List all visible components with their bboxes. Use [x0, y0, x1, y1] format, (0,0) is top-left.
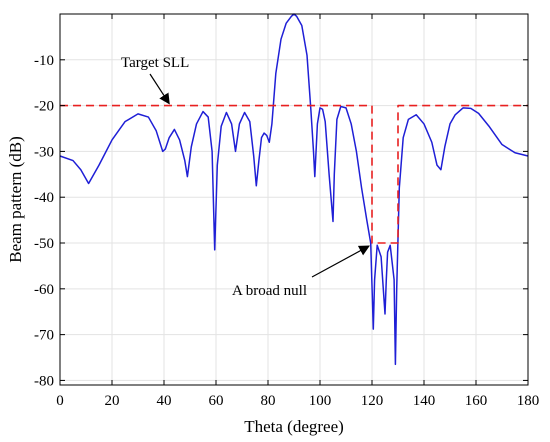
target-sll-label: Target SLL — [121, 55, 189, 71]
x-tick-label: 180 — [517, 393, 540, 409]
x-tick-label: 60 — [209, 393, 224, 409]
target-sll-arrow — [149, 73, 170, 105]
target-sll-line — [60, 104, 528, 244]
y-tick-label: -20 — [34, 99, 54, 115]
x-tick-label: 0 — [56, 393, 64, 409]
x-tick-label: 120 — [361, 393, 384, 409]
y-tick-label: -80 — [34, 373, 54, 389]
y-tick-label: -50 — [34, 236, 54, 252]
x-axis-label: Theta (degree) — [244, 417, 344, 436]
series-layer — [59, 13, 529, 366]
x-tick-label: 80 — [261, 393, 276, 409]
broad-null-arrow — [311, 245, 370, 278]
y-tick-label: -70 — [34, 328, 54, 344]
axes: 0 20 40 60 80 100 120 140 160 180 -10 -20 -30 -40 -50 -… — [34, 13, 540, 409]
annotations: Target SLL A broad null — [121, 55, 370, 299]
x-tick-label: 100 — [309, 393, 332, 409]
y-tick-label: -10 — [34, 53, 54, 69]
x-tick-label: 20 — [105, 393, 120, 409]
broad-null-label: A broad null — [232, 283, 307, 299]
plot-frame — [59, 13, 529, 386]
x-tick-label: 160 — [465, 393, 488, 409]
x-tick-label: 140 — [413, 393, 436, 409]
beam-pattern-line — [59, 13, 529, 366]
y-tick-label: -60 — [34, 282, 54, 298]
x-tick-label: 40 — [157, 393, 172, 409]
y-tick-label: -40 — [34, 190, 54, 206]
y-tick-label: -30 — [34, 144, 54, 160]
y-axis-label: Beam pattern (dB) — [6, 136, 25, 263]
